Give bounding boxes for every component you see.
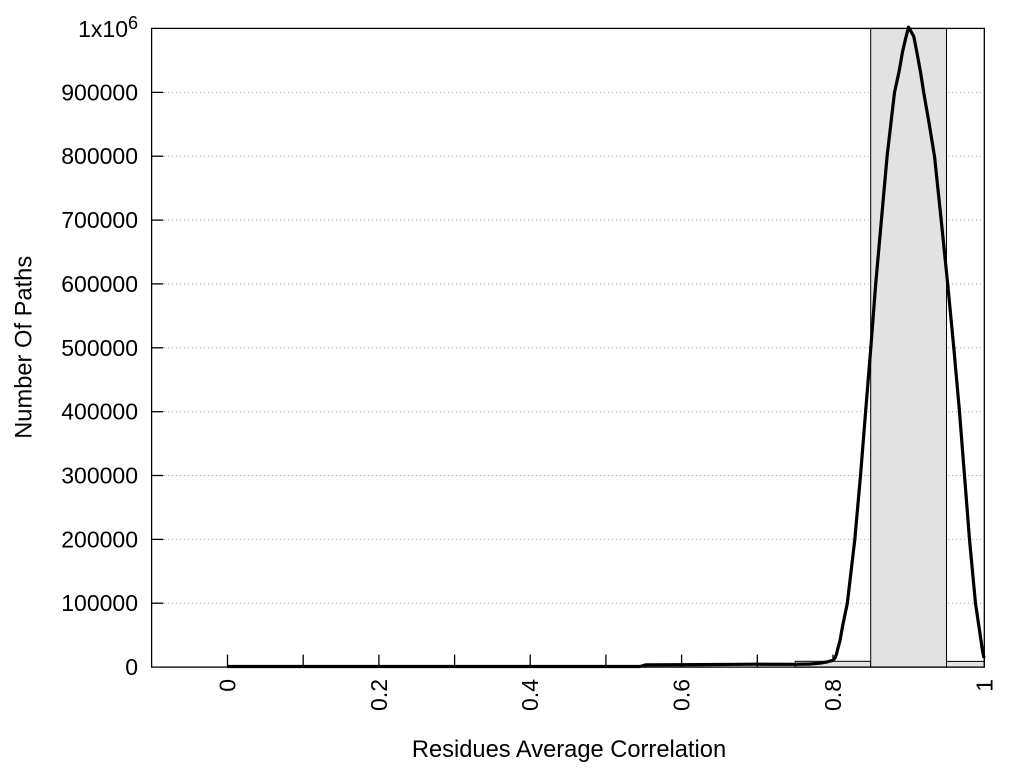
svg-text:500000: 500000 [61, 335, 138, 361]
svg-text:100000: 100000 [61, 590, 138, 616]
svg-text:1x106: 1x106 [78, 13, 138, 42]
svg-text:800000: 800000 [61, 143, 138, 169]
svg-text:200000: 200000 [61, 526, 138, 552]
svg-text:700000: 700000 [61, 207, 138, 233]
svg-text:0: 0 [125, 654, 138, 680]
svg-text:Number Of Paths: Number Of Paths [12, 256, 38, 439]
svg-text:600000: 600000 [61, 271, 138, 297]
svg-text:400000: 400000 [61, 399, 138, 425]
svg-text:Residues Average Correlation: Residues Average Correlation [412, 737, 726, 763]
svg-text:0: 0 [215, 679, 241, 692]
svg-text:0.8: 0.8 [820, 679, 846, 711]
svg-text:0.6: 0.6 [669, 679, 695, 711]
svg-text:0.4: 0.4 [517, 679, 543, 711]
svg-text:1: 1 [971, 679, 997, 692]
svg-text:300000: 300000 [61, 463, 138, 489]
svg-text:900000: 900000 [61, 79, 138, 105]
svg-text:0.2: 0.2 [366, 679, 392, 711]
